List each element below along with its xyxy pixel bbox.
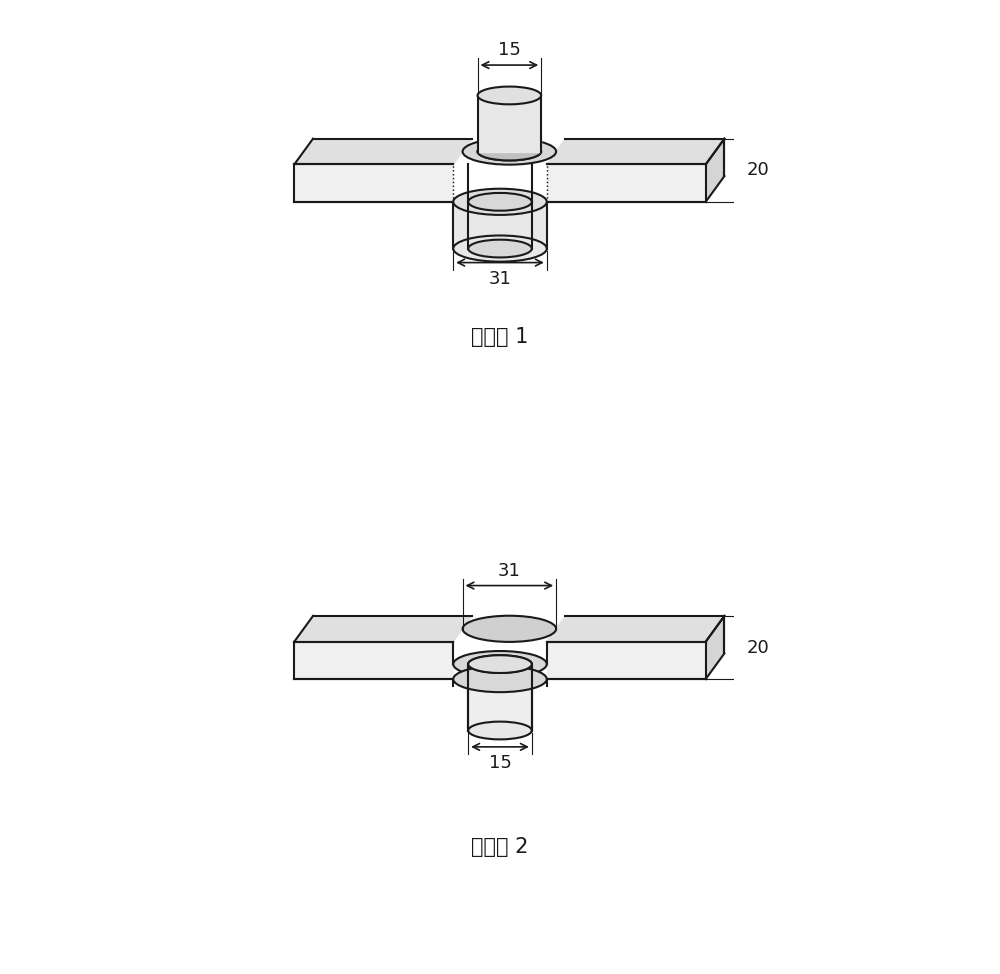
- Polygon shape: [478, 95, 541, 152]
- Text: 剖视图 2: 剖视图 2: [471, 838, 529, 857]
- Ellipse shape: [468, 656, 532, 673]
- Ellipse shape: [453, 666, 547, 693]
- Polygon shape: [547, 138, 724, 165]
- Text: 20: 20: [746, 162, 769, 179]
- Text: 31: 31: [498, 562, 521, 580]
- Ellipse shape: [468, 656, 532, 673]
- Ellipse shape: [468, 722, 532, 739]
- Ellipse shape: [478, 142, 541, 161]
- Polygon shape: [547, 165, 706, 202]
- Polygon shape: [547, 642, 706, 679]
- Ellipse shape: [463, 138, 556, 165]
- Polygon shape: [294, 138, 472, 165]
- Text: 15: 15: [498, 42, 521, 59]
- Text: 31: 31: [489, 270, 511, 287]
- Ellipse shape: [453, 651, 547, 677]
- Text: 15: 15: [489, 754, 511, 771]
- Polygon shape: [706, 616, 724, 679]
- Polygon shape: [453, 202, 547, 248]
- Ellipse shape: [453, 189, 547, 215]
- Ellipse shape: [468, 240, 532, 257]
- Polygon shape: [468, 679, 532, 730]
- Polygon shape: [294, 165, 453, 202]
- Polygon shape: [294, 616, 472, 642]
- Ellipse shape: [463, 616, 556, 642]
- Polygon shape: [547, 616, 724, 642]
- Polygon shape: [294, 642, 453, 679]
- Ellipse shape: [478, 87, 541, 104]
- Polygon shape: [706, 138, 724, 202]
- Ellipse shape: [453, 236, 547, 262]
- Ellipse shape: [478, 142, 541, 161]
- Text: 20: 20: [746, 639, 769, 656]
- Text: 剖视图 1: 剖视图 1: [471, 327, 529, 348]
- Ellipse shape: [468, 193, 532, 210]
